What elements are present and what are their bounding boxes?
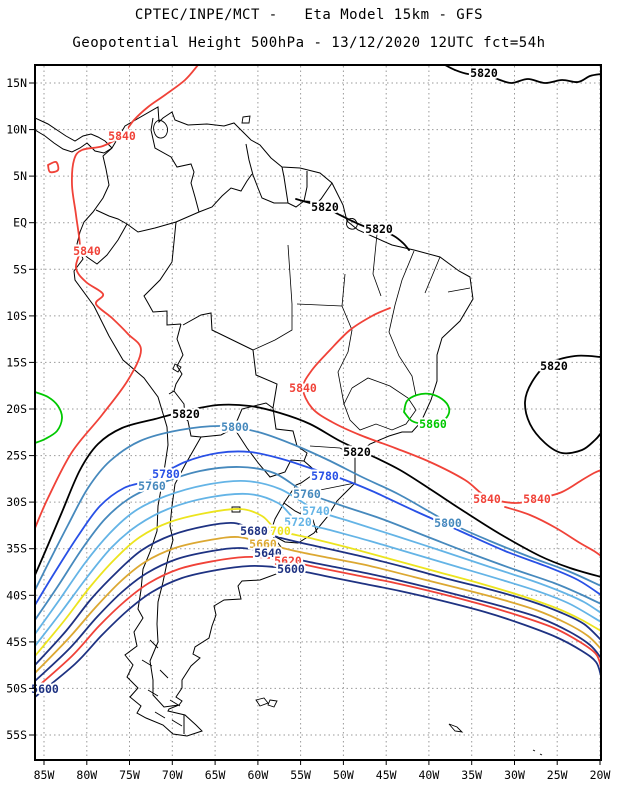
contour-5840 bbox=[47, 160, 60, 174]
contour-5640 bbox=[36, 547, 600, 682]
chart-title-field: Geopotential Height 500hPa - 13/12/2020 … bbox=[72, 35, 546, 51]
contour-label-5820: 5820 bbox=[311, 200, 339, 214]
contour-label-5620: 5620 bbox=[274, 554, 302, 568]
contour-labels-layer: 5860 5840 5840 5840 5840 5840 5820 5820 5820 5820… bbox=[29, 64, 570, 698]
contour-label-5760: 5760 bbox=[293, 487, 321, 501]
contour-5840 bbox=[302, 307, 600, 504]
contour-label-5660: 5660 bbox=[249, 537, 277, 551]
lat-tick-label: 5S bbox=[13, 262, 27, 276]
contour-5720 bbox=[36, 492, 600, 647]
contour-5620 bbox=[36, 555, 600, 690]
contour-label-5840: 5840 bbox=[289, 381, 317, 395]
lon-tick-label: 85W bbox=[34, 768, 55, 782]
contour-label-5820: 5820 bbox=[540, 359, 568, 373]
contour-label-5840: 5840 bbox=[73, 244, 101, 258]
contour-label-5800: 5800 bbox=[434, 516, 462, 530]
lat-tick-label: 10N bbox=[6, 123, 27, 137]
lat-tick-label: 35S bbox=[6, 542, 27, 556]
chart-title-model: CPTEC/INPE/MCT - Eta Model 15km - GFS bbox=[134, 7, 484, 23]
lat-tick-label: EQ bbox=[13, 216, 27, 230]
lon-tick-label: 45W bbox=[376, 768, 397, 782]
coastline-south-america bbox=[73, 106, 474, 737]
grid-layer bbox=[36, 66, 601, 759]
contour-5820 bbox=[524, 354, 600, 455]
contour-5840 bbox=[504, 506, 600, 557]
contour-5680 bbox=[36, 521, 600, 666]
contour-label-5840: 5840 bbox=[108, 129, 136, 143]
contour-label-5860: 5860 bbox=[419, 417, 447, 431]
contour-label-5840: 5840 bbox=[523, 492, 551, 506]
lat-tick-label: 30S bbox=[6, 495, 27, 509]
lakes bbox=[153, 119, 241, 513]
contour-5820 bbox=[295, 198, 410, 251]
axis-labels-layer: 85W 80W 75W 70W 65W 60W 55W 50W 45W 40W 35W 30W 25W 2… bbox=[6, 76, 610, 782]
contour-5740 bbox=[36, 479, 600, 635]
contour-label-5780: 5780 bbox=[311, 469, 339, 483]
contour-5600 bbox=[36, 564, 600, 698]
contour-5820 bbox=[36, 403, 600, 578]
lat-tick-label: 15S bbox=[6, 355, 27, 369]
contour-label-5820: 5820 bbox=[172, 407, 200, 421]
contour-5860 bbox=[403, 392, 451, 426]
contour-label-5820: 5820 bbox=[343, 445, 371, 459]
contour-label-5720: 5720 bbox=[284, 515, 312, 529]
lat-tick-label: 45S bbox=[6, 635, 27, 649]
contour-label-5800: 5800 bbox=[221, 420, 249, 434]
contour-label-5740: 5740 bbox=[302, 504, 330, 518]
lon-tick-label: 25W bbox=[547, 768, 568, 782]
map-frame bbox=[34, 64, 602, 761]
contour-label-5780: 5780 bbox=[152, 467, 180, 481]
country-borders bbox=[83, 117, 333, 734]
lon-tick-label: 50W bbox=[333, 768, 354, 782]
contour-5700 bbox=[36, 508, 600, 657]
islands bbox=[241, 115, 543, 756]
contour-label-5700: 5700 bbox=[263, 524, 291, 538]
lon-tick-label: 75W bbox=[119, 768, 140, 782]
contours-layer bbox=[36, 66, 600, 698]
lon-tick-label: 40W bbox=[419, 768, 440, 782]
contour-5820 bbox=[444, 66, 600, 84]
contour-label-5600: 5600 bbox=[277, 562, 305, 576]
lon-tick-label: 30W bbox=[504, 768, 525, 782]
lon-tick-label: 20W bbox=[590, 768, 611, 782]
lat-tick-label: 10S bbox=[6, 309, 27, 323]
contour-5660 bbox=[36, 536, 600, 674]
lon-tick-label: 65W bbox=[205, 768, 226, 782]
lon-tick-label: 55W bbox=[290, 768, 311, 782]
contour-5760 bbox=[36, 466, 600, 621]
contour-label-5600: 5600 bbox=[31, 682, 59, 696]
contour-label-5760: 5760 bbox=[138, 479, 166, 493]
contour-label-5840: 5840 bbox=[473, 492, 501, 506]
patagonia-fjords bbox=[141, 639, 183, 727]
contour-5860 bbox=[36, 391, 63, 444]
contour-5780 bbox=[36, 450, 600, 606]
lat-tick-label: 5N bbox=[13, 169, 27, 183]
contour-label-5820: 5820 bbox=[365, 222, 393, 236]
brazil-state-borders bbox=[252, 233, 471, 491]
contour-label-5820: 5820 bbox=[470, 66, 498, 80]
contour-5840 bbox=[36, 66, 199, 528]
lat-tick-label: 20S bbox=[6, 402, 27, 416]
lon-tick-label: 70W bbox=[162, 768, 183, 782]
lat-tick-label: 50S bbox=[6, 681, 27, 695]
lat-tick-label: 15N bbox=[6, 76, 27, 90]
lon-tick-label: 35W bbox=[461, 768, 482, 782]
lat-tick-label: 55S bbox=[6, 728, 27, 742]
lat-tick-label: 40S bbox=[6, 588, 27, 602]
contour-5800 bbox=[36, 425, 600, 591]
contour-label-5680: 5680 bbox=[240, 524, 268, 538]
coastline-central-america bbox=[36, 117, 113, 154]
contour-label-5640: 5640 bbox=[254, 546, 282, 560]
geography-layer bbox=[36, 106, 543, 756]
lon-tick-label: 60W bbox=[248, 768, 269, 782]
lat-tick-label: 25S bbox=[6, 449, 27, 463]
lon-tick-label: 80W bbox=[76, 768, 97, 782]
